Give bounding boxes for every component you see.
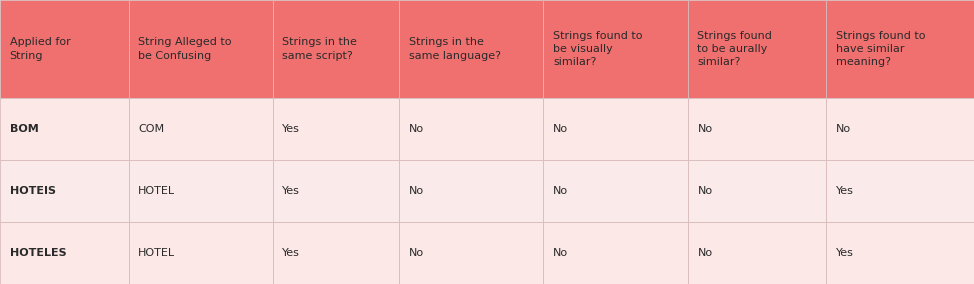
Bar [543, 222, 688, 284]
Bar [129, 98, 273, 160]
Bar [399, 222, 543, 284]
Bar [273, 222, 399, 284]
Text: No: No [553, 124, 569, 134]
Text: String Alleged to
be Confusing: String Alleged to be Confusing [138, 37, 232, 60]
Bar [399, 0, 543, 98]
Text: Yes: Yes [282, 186, 300, 196]
Bar [543, 0, 688, 98]
Text: Yes: Yes [282, 124, 300, 134]
Bar [399, 160, 543, 222]
Text: HOTEL: HOTEL [138, 248, 175, 258]
Bar [129, 160, 273, 222]
Bar [129, 0, 273, 98]
Text: BOM: BOM [10, 124, 39, 134]
Text: HOTEIS: HOTEIS [10, 186, 56, 196]
Bar [826, 98, 974, 160]
Text: No: No [697, 124, 713, 134]
Bar [543, 160, 688, 222]
Text: No: No [697, 186, 713, 196]
Bar [273, 98, 399, 160]
Text: COM: COM [138, 124, 165, 134]
Bar [273, 0, 399, 98]
Text: No: No [409, 248, 425, 258]
Text: Strings found to
be visually
similar?: Strings found to be visually similar? [553, 31, 643, 67]
Bar [129, 222, 273, 284]
Text: Applied for
String: Applied for String [10, 37, 70, 60]
Bar [688, 222, 826, 284]
Text: No: No [553, 248, 569, 258]
Text: HOTELES: HOTELES [10, 248, 66, 258]
Text: Strings in the
same language?: Strings in the same language? [409, 37, 501, 60]
Bar [399, 98, 543, 160]
Bar [0, 160, 129, 222]
Bar [826, 0, 974, 98]
Text: No: No [409, 186, 425, 196]
Text: Yes: Yes [282, 248, 300, 258]
Text: HOTEL: HOTEL [138, 186, 175, 196]
Bar [826, 160, 974, 222]
Text: Yes: Yes [836, 186, 853, 196]
Text: Yes: Yes [836, 248, 853, 258]
Text: Strings found
to be aurally
similar?: Strings found to be aurally similar? [697, 31, 772, 67]
Bar [0, 98, 129, 160]
Bar [826, 222, 974, 284]
Bar [688, 0, 826, 98]
Text: No: No [697, 248, 713, 258]
Bar [688, 98, 826, 160]
Text: No: No [409, 124, 425, 134]
Text: Strings found to
have similar
meaning?: Strings found to have similar meaning? [836, 31, 925, 67]
Bar [543, 98, 688, 160]
Bar [0, 222, 129, 284]
Text: No: No [836, 124, 851, 134]
Bar [0, 0, 129, 98]
Text: No: No [553, 186, 569, 196]
Bar [688, 160, 826, 222]
Bar [273, 160, 399, 222]
Text: Strings in the
same script?: Strings in the same script? [282, 37, 357, 60]
